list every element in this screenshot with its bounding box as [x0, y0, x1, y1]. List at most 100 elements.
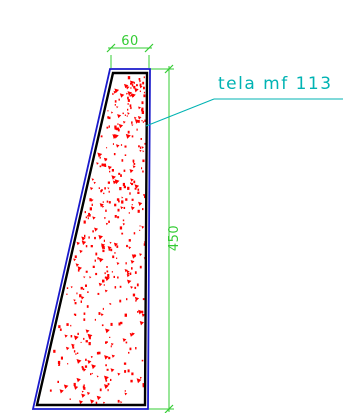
hatch-dot — [89, 336, 91, 340]
hatch-dot — [109, 170, 111, 173]
hatch-aggregate — [104, 384, 109, 389]
hatch-dot — [106, 147, 108, 149]
hatch-dot — [127, 96, 129, 100]
hatch-aggregate — [71, 343, 75, 348]
hatch-dot — [67, 363, 69, 365]
hatch-dot — [133, 163, 136, 165]
hatch-dot — [131, 198, 134, 201]
hatch-aggregate — [127, 91, 133, 96]
hatch-dot — [69, 398, 71, 400]
hatch-dot — [119, 187, 122, 191]
hatch-aggregate — [101, 205, 105, 208]
hatch-aggregate — [73, 258, 77, 262]
hatch-dot — [73, 350, 76, 353]
hatch-aggregate — [125, 85, 130, 90]
hatch-dot — [119, 299, 122, 303]
hatch-dot — [133, 232, 136, 235]
hatch-dot — [66, 287, 69, 289]
hatch-aggregate — [112, 134, 118, 139]
hatch-dot — [129, 347, 132, 351]
hatch-dot — [83, 387, 86, 390]
hatch-aggregate — [131, 124, 134, 127]
hatch-dot — [109, 336, 111, 338]
hatch-aggregate — [129, 169, 134, 174]
hatch-dot — [83, 337, 85, 340]
hatch-aggregate — [116, 144, 120, 148]
hatch-dot — [107, 181, 110, 184]
hatch-dot — [144, 142, 146, 145]
hatch-aggregate — [126, 92, 129, 95]
hatch-dot — [105, 341, 107, 344]
hatch-dot — [119, 226, 123, 230]
hatch-dot — [88, 236, 90, 239]
hatch-dot — [86, 305, 89, 308]
hatch-dot — [114, 125, 117, 129]
hatch-aggregate — [118, 124, 124, 129]
hatch-dot — [142, 159, 145, 163]
hatch-dot — [90, 373, 92, 376]
hatch-dot — [141, 107, 144, 110]
hatch-dot — [83, 384, 85, 387]
hatch-aggregate — [139, 85, 143, 89]
hatch-dot — [139, 90, 141, 92]
hatch-dot — [117, 208, 120, 212]
hatch-dot — [137, 191, 140, 194]
hatch-dot — [107, 274, 110, 278]
hatch-aggregate — [81, 240, 87, 246]
hatch-aggregate — [137, 116, 142, 120]
hatch-aggregate — [110, 368, 115, 373]
hatch-dot — [139, 265, 142, 269]
hatch-dot — [87, 291, 89, 293]
hatch-dot — [110, 303, 112, 305]
hatch-dot — [116, 127, 119, 131]
hatch-dot — [114, 252, 116, 254]
hatch-dot — [91, 203, 93, 206]
hatch-dot — [118, 98, 120, 101]
hatch-dot — [99, 388, 102, 392]
hatch-dot — [123, 185, 126, 189]
hatch-dot — [134, 286, 137, 289]
hatch-dot — [142, 121, 144, 123]
hatch-dot — [116, 198, 120, 201]
hatch-dot — [111, 271, 113, 273]
hatch-dot — [104, 164, 107, 167]
hatch-aggregate — [138, 309, 143, 315]
hatch-dot — [136, 283, 139, 287]
hatch-dot — [131, 372, 134, 376]
hatch-dot — [113, 275, 115, 278]
hatch-dot — [114, 286, 117, 289]
hatch-aggregate — [134, 184, 140, 189]
hatch-dot — [123, 206, 126, 209]
hatch-dot — [126, 244, 128, 248]
hatch-dot — [130, 182, 132, 184]
hatch-aggregate — [133, 254, 137, 258]
section-outline-inner — [35, 71, 149, 407]
hatch-dot — [139, 229, 141, 231]
hatch-aggregate — [107, 165, 112, 170]
hatch-dot — [124, 114, 126, 116]
hatch-dot — [103, 192, 105, 195]
hatch-dot — [91, 245, 93, 247]
hatch-aggregate — [126, 274, 130, 278]
hatch-dot — [137, 311, 139, 313]
hatch-aggregate — [141, 225, 145, 229]
hatch-dot — [99, 165, 102, 168]
hatch-dot — [123, 362, 127, 365]
hatch-dot — [95, 401, 98, 404]
hatch-dot — [120, 144, 123, 146]
hatch-dot — [79, 294, 82, 298]
hatch-aggregate — [90, 187, 94, 191]
hatch-dot — [108, 220, 110, 223]
hatch-dot — [80, 300, 82, 303]
hatch-aggregate — [116, 106, 119, 109]
hatch-dot — [97, 292, 100, 295]
hatch-aggregate — [134, 116, 137, 120]
hatch-dot — [127, 186, 130, 190]
hatch-dot — [99, 156, 101, 159]
hatch-dot — [142, 208, 144, 211]
hatch-dot — [141, 101, 144, 105]
hatch-dot — [116, 257, 118, 259]
hatch-aggregate — [120, 206, 124, 210]
hatch-dot — [113, 153, 116, 156]
